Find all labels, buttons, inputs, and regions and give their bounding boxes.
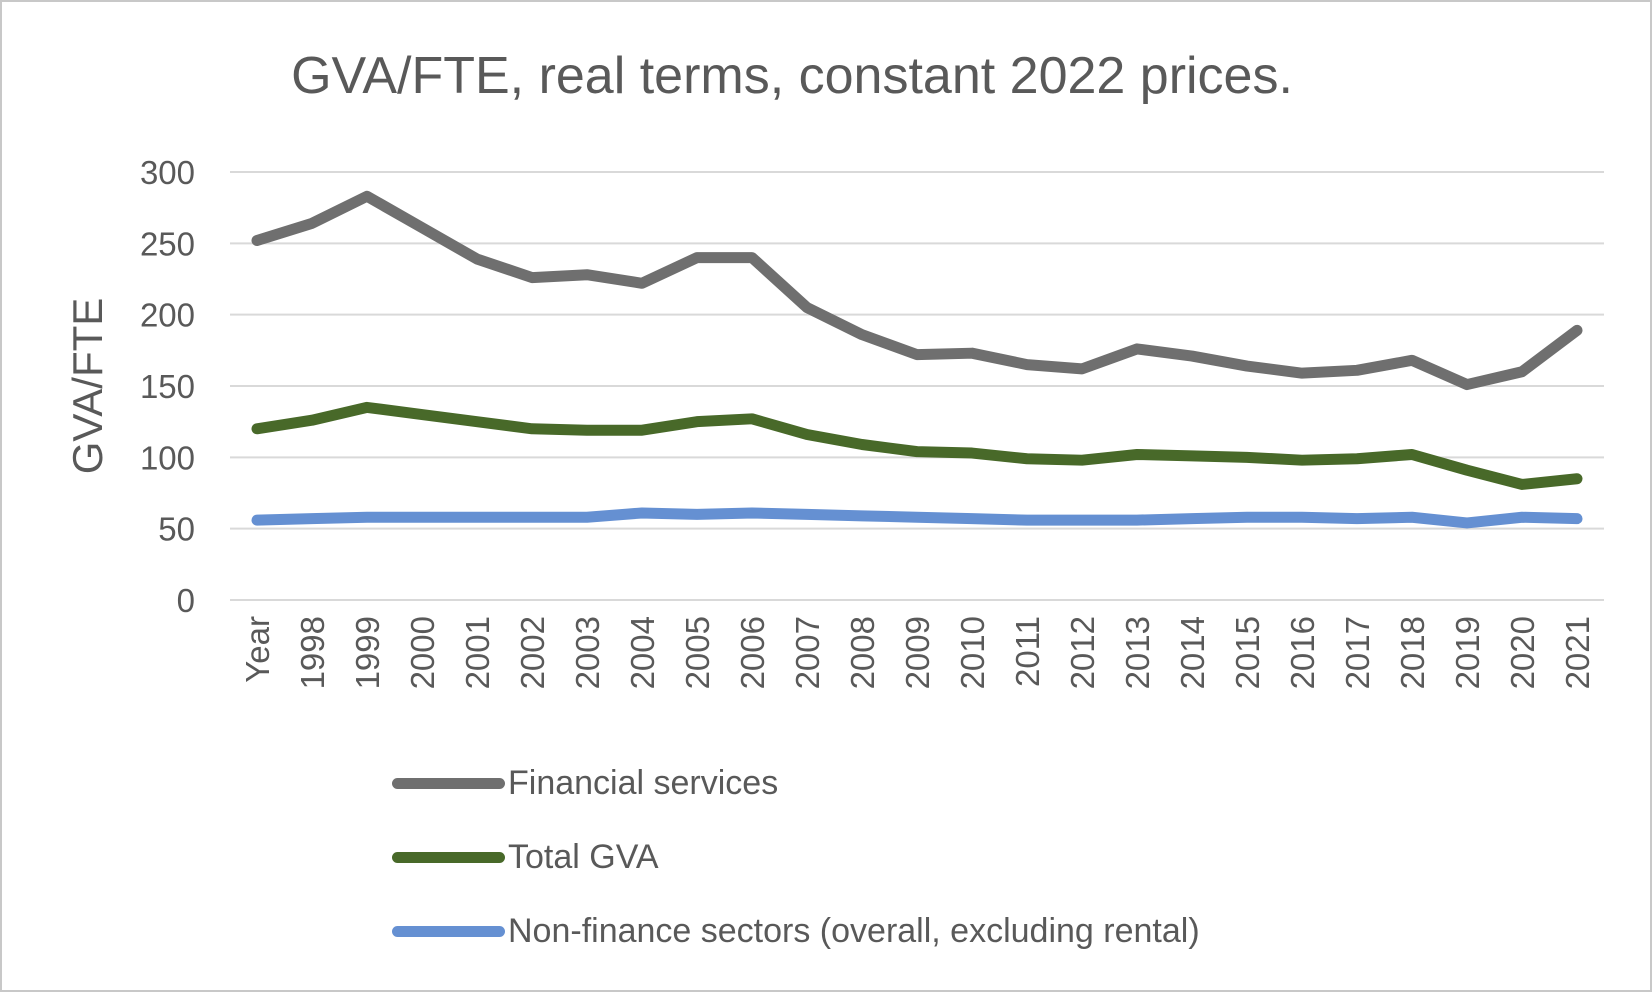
x-tick-label-2016: 2016 xyxy=(1284,616,1321,689)
legend-item-total-gva: Total GVA xyxy=(392,836,1200,879)
y-tick-label-0: 0 xyxy=(177,582,195,619)
x-tick-label-2005: 2005 xyxy=(679,616,716,689)
x-tick-label-2006: 2006 xyxy=(734,616,771,689)
legend-label-total-gva: Total GVA xyxy=(508,838,659,876)
x-tick-label-2003: 2003 xyxy=(569,616,606,689)
legend-item-non-finance: Non-finance sectors (overall, excluding … xyxy=(392,910,1200,953)
legend-swatch-total-gva xyxy=(392,852,505,863)
series-line-financial-services xyxy=(251,190,1583,391)
x-tick-label-2011: 2011 xyxy=(1009,616,1046,687)
legend-item-financial-services: Financial services xyxy=(392,762,1200,805)
x-tick-label-2020: 2020 xyxy=(1504,616,1541,689)
legend-swatch-financial-services xyxy=(392,778,505,789)
x-tick-label-2001: 2001 xyxy=(459,616,496,689)
y-tick-label-200: 200 xyxy=(140,297,195,334)
x-tick-label-2002: 2002 xyxy=(514,616,551,689)
y-tick-label-50: 50 xyxy=(158,511,195,548)
x-tick-label-2000: 2000 xyxy=(404,616,441,689)
x-tick-label-2017: 2017 xyxy=(1339,616,1376,689)
y-tick-label-100: 100 xyxy=(140,439,195,476)
x-tick-label-2021: 2021 xyxy=(1559,616,1596,689)
y-tick-label-300: 300 xyxy=(140,154,195,191)
legend-swatch-non-finance xyxy=(392,926,505,937)
x-tick-label-2009: 2009 xyxy=(899,616,936,689)
series-line-total-gva xyxy=(251,401,1583,490)
x-tick-label-2018: 2018 xyxy=(1394,616,1431,689)
chart-title: GVA/FTE, real terms, constant 2022 price… xyxy=(291,47,1293,105)
x-tick-label-2008: 2008 xyxy=(844,616,881,689)
y-axis-title: GVA/FTE xyxy=(64,298,111,475)
x-tick-label-2010: 2010 xyxy=(954,616,991,689)
legend-label-non-finance: Non-finance sectors (overall, excluding … xyxy=(508,912,1200,950)
legend: Financial services Total GVA Non-finance… xyxy=(392,762,1200,953)
x-tick-label-1999: 1999 xyxy=(349,616,386,689)
legend-label-financial-services: Financial services xyxy=(508,764,779,802)
series-line-non-finance-sectors-overall-excluding-rental xyxy=(251,507,1583,529)
x-tick-label-1998: 1998 xyxy=(294,616,331,689)
y-tick-label-250: 250 xyxy=(140,225,195,262)
y-tick-label-150: 150 xyxy=(140,368,195,405)
x-tick-label-2012: 2012 xyxy=(1064,616,1101,689)
x-tick-label-2007: 2007 xyxy=(789,616,826,689)
x-tick-label-2015: 2015 xyxy=(1229,616,1266,689)
x-tick-label-2014: 2014 xyxy=(1174,616,1211,689)
x-tick-label-year: Year xyxy=(239,616,276,683)
x-tick-label-2019: 2019 xyxy=(1449,616,1486,689)
x-tick-label-2004: 2004 xyxy=(624,616,661,689)
x-tick-label-2013: 2013 xyxy=(1119,616,1156,689)
